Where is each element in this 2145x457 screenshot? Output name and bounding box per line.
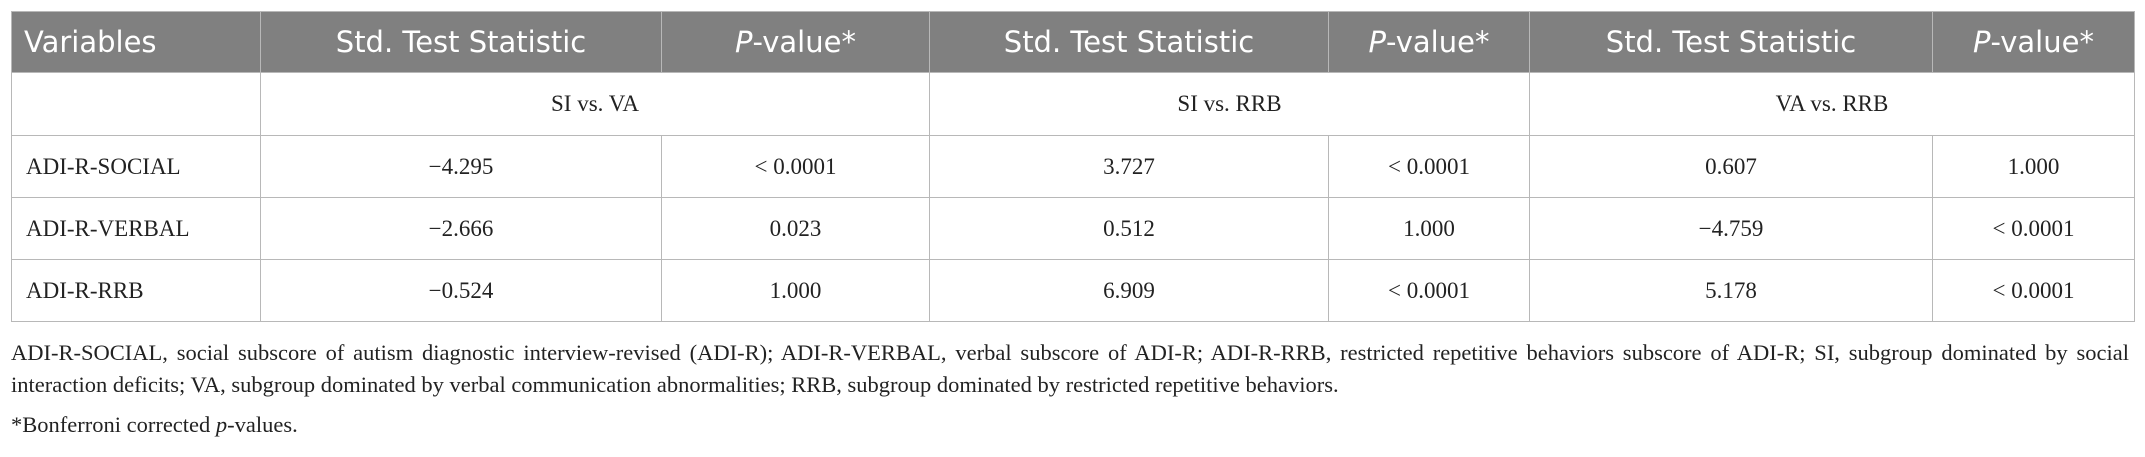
group-cell: VA vs. RRB xyxy=(1529,72,2135,136)
header-italic: P xyxy=(1368,25,1387,59)
results-table: Variables Std. Test Statistic P-value* Std.… xyxy=(11,11,2135,322)
data-cell: < 0.0001 xyxy=(1328,135,1530,198)
data-cell: 1.000 xyxy=(1932,135,2135,198)
header-italic: P xyxy=(735,25,753,59)
data-cell: 5.178 xyxy=(1529,259,1933,322)
data-cell: 0.607 xyxy=(1529,135,1933,198)
header-cell: P-value* xyxy=(1932,11,2135,73)
header-text: -value* xyxy=(1990,25,2094,59)
data-cell: < 0.0001 xyxy=(1932,197,2135,260)
row-label: ADI-R-SOCIAL xyxy=(11,135,261,198)
header-italic: P xyxy=(1973,25,1991,59)
footnote: ADI-R-SOCIAL, social subscore of autism … xyxy=(11,340,2129,397)
table-wrap: Variables Std. Test Statistic P-value* Std.… xyxy=(11,11,2135,322)
header-cell: Std. Test Statistic xyxy=(260,11,662,73)
header-cell: Std. Test Statistic xyxy=(1529,11,1933,73)
row-label: ADI-R-VERBAL xyxy=(11,197,261,260)
header-row: Variables Std. Test Statistic P-value* Std.… xyxy=(11,11,2135,73)
data-cell: −0.524 xyxy=(260,259,662,322)
group-row: SI vs. VA SI vs. RRB VA vs. RRB xyxy=(11,72,2135,136)
data-cell: 1.000 xyxy=(1328,197,1530,260)
data-row: ADI-R-RRB −0.524 1.000 6.909 < 0.0001 5.178 < … xyxy=(11,259,2135,322)
data-cell: 6.909 xyxy=(929,259,1329,322)
data-row: ADI-R-VERBAL −2.666 0.023 0.512 1.000 −4.759 <… xyxy=(11,197,2135,260)
header-text: -value* xyxy=(1386,25,1490,59)
data-cell: 3.727 xyxy=(929,135,1329,198)
header-text: -value* xyxy=(752,25,856,59)
group-cell: SI vs. RRB xyxy=(929,72,1530,136)
footnote: *Bonferroni corrected p-values. xyxy=(11,409,2129,441)
group-cell: SI vs. VA xyxy=(260,72,930,136)
header-cell: Std. Test Statistic xyxy=(929,11,1329,73)
footnote-italic: p xyxy=(215,412,228,437)
data-cell: −4.295 xyxy=(260,135,662,198)
footnote-text: *Bonferroni corrected xyxy=(11,412,216,437)
empty-cell xyxy=(11,72,261,136)
data-cell: 0.023 xyxy=(661,197,930,260)
data-cell: < 0.0001 xyxy=(661,135,930,198)
data-cell: < 0.0001 xyxy=(1932,259,2135,322)
header-cell: P-value* xyxy=(1328,11,1530,73)
data-row: ADI-R-SOCIAL −4.295 < 0.0001 3.727 < 0.0001 0… xyxy=(11,135,2135,198)
footnote-text: -values. xyxy=(227,412,298,437)
header-cell: Variables xyxy=(11,11,261,73)
data-cell: < 0.0001 xyxy=(1328,259,1530,322)
data-cell: 0.512 xyxy=(929,197,1329,260)
header-cell: P-value* xyxy=(661,11,930,73)
table-body: SI vs. VA SI vs. RRB VA vs. RRB ADI-R-SOCIA… xyxy=(11,72,2135,322)
row-label: ADI-R-RRB xyxy=(11,259,261,322)
data-cell: −4.759 xyxy=(1529,197,1933,260)
footnotes: ADI-R-SOCIAL, social subscore of autism … xyxy=(11,337,2129,441)
data-cell: 1.000 xyxy=(661,259,930,322)
data-cell: −2.666 xyxy=(260,197,662,260)
